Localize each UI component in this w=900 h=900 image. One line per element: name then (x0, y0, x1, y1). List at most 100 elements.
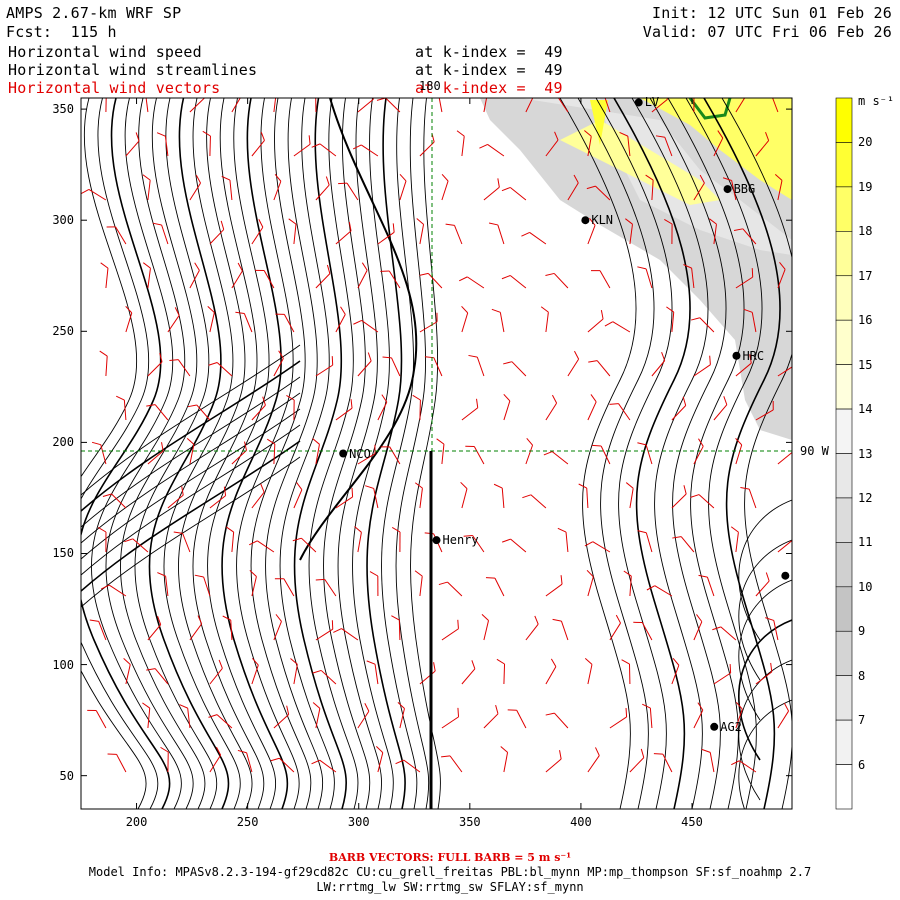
wind-barb-flag (595, 91, 604, 93)
wind-barb (587, 576, 594, 597)
wind-barb-flag (735, 437, 743, 446)
wind-barb (273, 714, 289, 729)
field-label-streamlines: Horizontal wind streamlines (8, 61, 258, 79)
wind-barb (263, 270, 275, 289)
wind-barb (167, 315, 180, 333)
wind-barb (545, 758, 562, 773)
wind-barb (441, 180, 449, 201)
wind-barb (706, 576, 715, 597)
wind-barb (231, 449, 247, 465)
wind-barb-flag (433, 662, 436, 672)
wind-barb-flag (762, 92, 771, 93)
wind-barb (671, 312, 675, 333)
wind-barb-flag (540, 306, 549, 313)
wind-barb (618, 403, 631, 421)
wind-barb-flag (731, 760, 740, 766)
wind-barb-flag (414, 570, 423, 577)
wind-barb-flag (270, 757, 280, 762)
wind-barb (461, 407, 479, 421)
wind-barb (629, 224, 633, 245)
wind-barb-flag (552, 618, 562, 622)
station-label: Henry (442, 533, 479, 548)
x-tick-label: 300 (347, 815, 370, 829)
streamline (308, 98, 359, 809)
y-tick-label: 250 (52, 324, 74, 339)
wind-barb (189, 623, 203, 641)
wind-barb (293, 143, 311, 157)
wind-barb-flag (615, 614, 621, 624)
wind-barb (609, 622, 621, 641)
streamline (577, 98, 655, 809)
wind-barb (461, 668, 476, 685)
streamline (352, 98, 394, 809)
wind-barb-flag (730, 526, 739, 533)
wind-barb-flag (697, 702, 704, 711)
wind-barb-flag (619, 131, 629, 137)
wind-barb (419, 141, 435, 157)
wind-barb (713, 137, 724, 157)
wind-barb-flag (501, 275, 511, 280)
wind-barb-flag (221, 175, 231, 181)
wind-barb-flag (690, 494, 700, 498)
wind-barb-flag (765, 131, 770, 141)
wind-barb (427, 273, 443, 289)
colorbar-label: 15 (858, 357, 873, 372)
wind-barb (315, 708, 321, 729)
wind-barb-flag (436, 438, 445, 445)
wind-barb-flag (589, 218, 596, 226)
x-tick-label: 200 (125, 815, 148, 829)
y-tick-label: 350 (52, 102, 74, 117)
wind-barb (251, 664, 259, 685)
wind-barb-flag (142, 174, 151, 181)
station-dot (781, 571, 790, 580)
wind-barb-flag (353, 320, 362, 325)
wind-barb-flag (586, 569, 594, 578)
model-info-line2: LW:rrtmg_lw SW:rrtmg_sw SFLAY:sf_mynn (316, 880, 584, 894)
wind-barb-flag (146, 668, 156, 671)
x-tick-label: 350 (458, 815, 481, 829)
wind-barb (467, 276, 485, 289)
wind-barb (125, 140, 140, 157)
wind-barb (105, 356, 108, 377)
colorbar-cell (835, 97, 853, 143)
colorbar-cell (835, 231, 853, 277)
wind-barb-flag (495, 704, 499, 714)
wind-barb (503, 752, 509, 773)
wind-barb (147, 361, 163, 377)
wind-barb-flag (625, 482, 634, 489)
colorbar-label: 10 (858, 579, 873, 594)
wind-barb (777, 269, 786, 289)
wind-barb-flag (600, 310, 604, 320)
wind-barb-flag (288, 218, 297, 225)
wind-barb-flag (584, 130, 592, 137)
wind-barb-flag (207, 306, 215, 313)
wind-barb (510, 187, 527, 201)
wind-barb-flag (187, 404, 197, 408)
wind-barb (755, 580, 770, 597)
wind-barb (713, 672, 731, 685)
wind-barb-flag (441, 173, 449, 182)
wind-barb-flag (765, 572, 770, 582)
wind-barbs (81, 88, 792, 773)
station-dot (723, 185, 732, 194)
wind-barb-flag (391, 615, 400, 621)
streamline (250, 98, 312, 809)
wind-barb (399, 180, 407, 201)
wind-barb-flag (642, 703, 651, 709)
wind-barb (449, 755, 463, 773)
wind-barb (651, 98, 668, 113)
wind-barb (357, 270, 368, 289)
wind-barb-flag (142, 702, 151, 709)
stations (339, 98, 790, 731)
streamline (81, 392, 301, 544)
wind-barb-flag (258, 218, 264, 228)
wind-barb-flag (308, 88, 316, 92)
wind-barb (713, 224, 717, 245)
wind-barb-flag (661, 352, 666, 361)
model-info: Model Info: MPASv8.2.3-194-gf29cd82c CU:… (0, 865, 900, 895)
wind-barb-flag (712, 626, 721, 631)
station-dot (339, 449, 348, 458)
wind-barb (377, 401, 388, 421)
wind-barb (293, 489, 303, 509)
